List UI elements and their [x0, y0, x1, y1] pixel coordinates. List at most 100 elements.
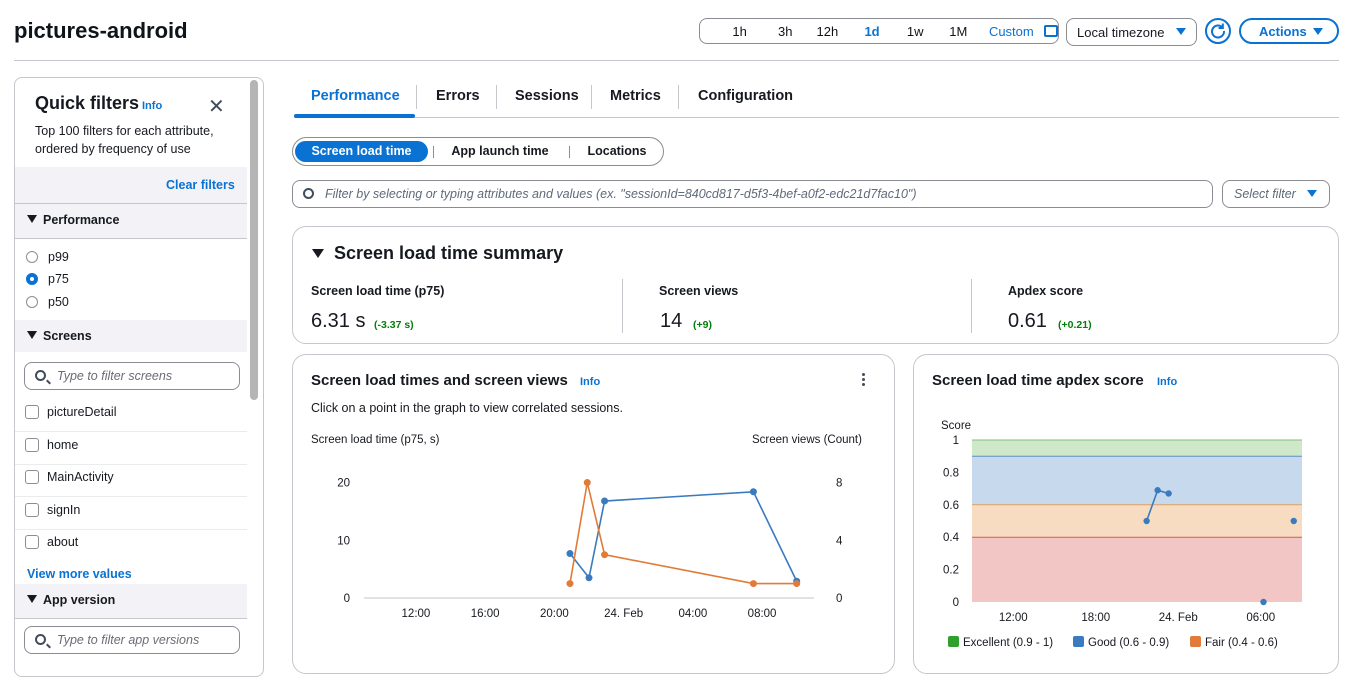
y-tick-label: 20: [337, 478, 350, 490]
tab-performance[interactable]: Performance: [311, 88, 400, 104]
view-more-values-link[interactable]: View more values: [27, 567, 132, 581]
metric-delta: (+0.21): [1058, 319, 1092, 331]
metric-value: 0.61: [1008, 310, 1047, 332]
series-line: [569, 490, 798, 582]
x-tick-label: 04:00: [678, 608, 707, 620]
screens-section-toggle[interactable]: Screens: [27, 329, 92, 343]
calendar-icon[interactable]: [1044, 25, 1058, 37]
screen-checkbox-item[interactable]: home: [25, 438, 78, 452]
legend-label: Good (0.6 - 0.9): [1088, 637, 1170, 649]
metric-label: Screen views: [659, 284, 739, 298]
metric-value: 14: [660, 310, 683, 332]
apdex-band: [972, 537, 1302, 602]
right-axis-label: Screen views (Count): [752, 434, 862, 446]
radio-p75[interactable]: p75: [26, 272, 69, 286]
metric-delta: (+9): [693, 319, 712, 331]
load-time-chart[interactable]: 0 10 20 0 4 8 12:00 16:00 20:00 24. Feb 04:00 08:00: [292, 455, 895, 655]
x-tick-label: 24. Feb: [604, 608, 643, 620]
tab-metrics[interactable]: Metrics: [610, 88, 661, 104]
radio-button[interactable]: [26, 251, 38, 263]
view-segmented-control: Screen load time App launch time Locatio…: [292, 137, 664, 166]
legend-item[interactable]: Excellent (0.9 - 1): [948, 636, 1053, 649]
select-filter-dropdown[interactable]: Select filter: [1222, 180, 1330, 208]
range-1w[interactable]: 1w: [906, 23, 924, 39]
y-axis-label: Score: [941, 420, 972, 432]
range-3h[interactable]: 3h: [778, 23, 793, 39]
radio-button[interactable]: [26, 296, 38, 308]
page-title: pictures-android: [14, 18, 188, 43]
radio-p50[interactable]: p50: [26, 295, 69, 309]
checkbox[interactable]: [25, 535, 39, 549]
data-point: [566, 550, 574, 558]
checkbox[interactable]: [25, 405, 39, 419]
metric-label: Apdex score: [1008, 284, 1084, 298]
screens-header[interactable]: [15, 320, 247, 352]
range-12h[interactable]: 12h: [816, 23, 839, 39]
segment-screen-load-time[interactable]: Screen load time: [295, 141, 428, 162]
clear-row: [15, 167, 247, 203]
timezone-select[interactable]: Local timezone: [1066, 18, 1197, 46]
checkbox[interactable]: [25, 470, 39, 484]
segment-app-launch-time[interactable]: App launch time: [451, 144, 549, 158]
legend-item[interactable]: Good (0.6 - 0.9): [1073, 636, 1169, 649]
data-point: [749, 488, 757, 496]
screen-checkbox-item[interactable]: about: [25, 535, 78, 549]
tab-sessions[interactable]: Sessions: [515, 88, 579, 104]
app-version-section-toggle[interactable]: App version: [27, 593, 115, 607]
sidebar-scrollbar[interactable]: [250, 80, 258, 400]
more-options-icon[interactable]: [862, 373, 866, 388]
screen-checkbox-item[interactable]: signIn: [25, 503, 80, 517]
metric-label: Screen load time (p75): [311, 284, 445, 298]
x-tick-label: 06:00: [1246, 612, 1275, 624]
y2-tick-label: 8: [836, 478, 842, 490]
refresh-icon[interactable]: [1205, 18, 1231, 44]
x-tick-label: 12:00: [999, 612, 1028, 624]
performance-header[interactable]: [15, 204, 247, 238]
apdex-chart[interactable]: 0 0.2 0.4 0.6 0.8 1 12:00 18:00 24. Feb 06:00: [913, 430, 1339, 630]
range-1h[interactable]: 1h: [732, 23, 747, 39]
timezone-label: Local timezone: [1077, 25, 1165, 40]
tab-errors[interactable]: Errors: [436, 88, 480, 104]
radio-button[interactable]: [26, 273, 38, 285]
custom-range-button[interactable]: Custom: [988, 23, 1034, 39]
caret-down-icon: [27, 331, 37, 339]
screens-search-input[interactable]: Type to filter screens: [24, 362, 240, 390]
left-axis-label: Screen load time (p75, s): [311, 434, 440, 446]
quick-filters-description: Top 100 filters for each attribute, orde…: [35, 124, 214, 156]
filter-placeholder: Filter by selecting or typing attributes…: [325, 187, 917, 201]
x-tick-label: 20:00: [540, 608, 569, 620]
info-link[interactable]: Info: [1157, 376, 1178, 388]
clear-filters-link[interactable]: Clear filters: [166, 178, 235, 192]
app-version-search-input[interactable]: Type to filter app versions: [24, 626, 240, 654]
metric-delta: (-3.37 s): [374, 319, 414, 331]
radio-p99[interactable]: p99: [26, 250, 69, 264]
checkbox[interactable]: [25, 438, 39, 452]
x-tick-label: 18:00: [1081, 612, 1110, 624]
y-tick-label: 0.4: [943, 532, 960, 544]
screens-label: Screens: [43, 329, 92, 343]
tab-configuration[interactable]: Configuration: [698, 88, 794, 104]
range-1d[interactable]: 1d: [864, 23, 880, 39]
performance-section-toggle[interactable]: Performance: [27, 213, 119, 227]
actions-button[interactable]: Actions: [1239, 18, 1339, 44]
caret-down-icon: [1313, 28, 1323, 35]
info-link[interactable]: Info: [580, 376, 601, 388]
chart-subtitle: Click on a point in the graph to view co…: [311, 401, 623, 415]
screen-checkbox-item[interactable]: pictureDetail: [25, 405, 116, 419]
segment-locations[interactable]: Locations: [587, 144, 647, 158]
summary-title[interactable]: Screen load time summary: [334, 243, 564, 263]
range-1M[interactable]: 1M: [949, 23, 968, 39]
checkbox[interactable]: [25, 503, 39, 517]
y-tick-label: 0.6: [943, 500, 959, 512]
legend-label: Fair (0.4 - 0.6): [1205, 637, 1278, 649]
caret-down-icon[interactable]: [312, 249, 324, 258]
screen-checkbox-item[interactable]: MainActivity: [25, 470, 114, 484]
property-filter-input[interactable]: Filter by selecting or typing attributes…: [292, 180, 1213, 208]
data-point: [585, 574, 593, 582]
legend-item[interactable]: Fair (0.4 - 0.6): [1190, 636, 1278, 649]
close-icon[interactable]: ✕: [208, 96, 225, 118]
header-divider: [14, 60, 1339, 61]
info-link[interactable]: Info: [142, 100, 163, 112]
app-version-header[interactable]: [15, 584, 247, 618]
apdex-band: [972, 456, 1302, 505]
